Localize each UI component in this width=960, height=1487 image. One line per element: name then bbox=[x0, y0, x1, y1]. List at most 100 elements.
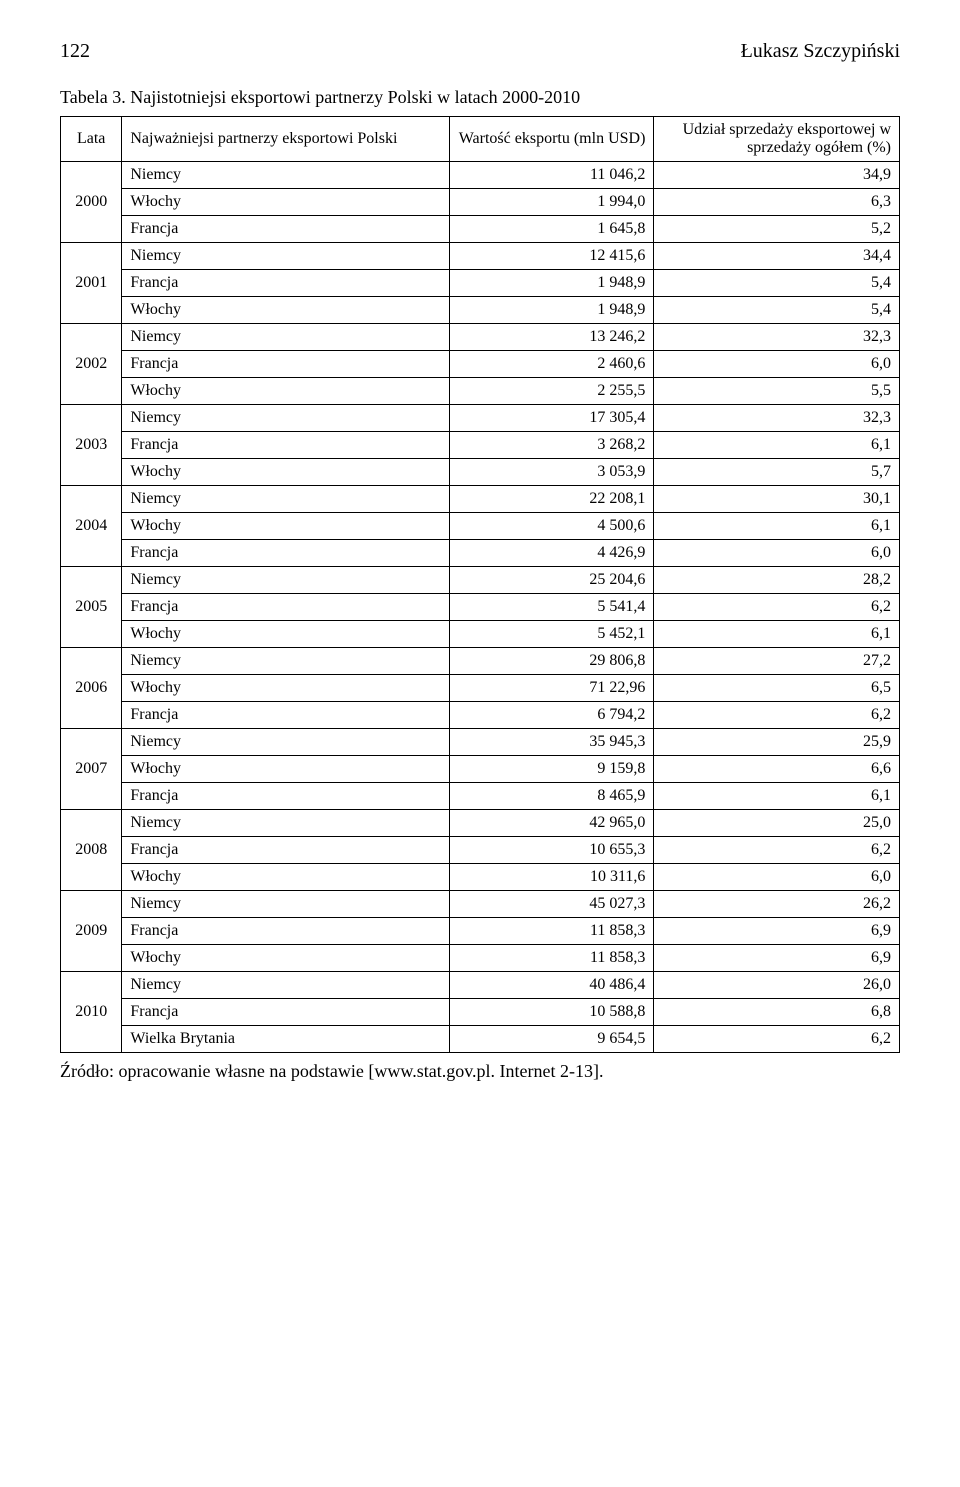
share-cell: 6,0 bbox=[654, 864, 900, 891]
value-cell: 10 311,6 bbox=[449, 864, 654, 891]
share-cell: 27,2 bbox=[654, 648, 900, 675]
value-cell: 1 994,0 bbox=[449, 189, 654, 216]
table-body: 2000Niemcy11 046,234,9Włochy1 994,06,3Fr… bbox=[61, 162, 900, 1053]
year-cell: 2005 bbox=[61, 567, 122, 648]
table-row: Włochy9 159,86,6 bbox=[61, 756, 900, 783]
value-cell: 1 645,8 bbox=[449, 216, 654, 243]
value-cell: 42 965,0 bbox=[449, 810, 654, 837]
value-cell: 3 268,2 bbox=[449, 432, 654, 459]
value-cell: 4 500,6 bbox=[449, 513, 654, 540]
table-row: Wielka Brytania9 654,56,2 bbox=[61, 1026, 900, 1053]
page-header: 122 Łukasz Szczypiński bbox=[60, 40, 900, 63]
share-cell: 6,1 bbox=[654, 513, 900, 540]
partner-cell: Francja bbox=[122, 432, 449, 459]
partner-cell: Niemcy bbox=[122, 486, 449, 513]
page-container: 122 Łukasz Szczypiński Tabela 3. Najisto… bbox=[60, 40, 900, 1082]
value-cell: 45 027,3 bbox=[449, 891, 654, 918]
value-cell: 5 452,1 bbox=[449, 621, 654, 648]
table-row: Włochy4 500,66,1 bbox=[61, 513, 900, 540]
partner-cell: Włochy bbox=[122, 378, 449, 405]
value-cell: 2 255,5 bbox=[449, 378, 654, 405]
table-row: 2004Niemcy22 208,130,1 bbox=[61, 486, 900, 513]
partner-cell: Włochy bbox=[122, 297, 449, 324]
value-cell: 10 588,8 bbox=[449, 999, 654, 1026]
year-cell: 2002 bbox=[61, 324, 122, 405]
share-cell: 5,4 bbox=[654, 297, 900, 324]
table-row: Francja1 645,85,2 bbox=[61, 216, 900, 243]
table-row: Włochy1 948,95,4 bbox=[61, 297, 900, 324]
share-cell: 6,2 bbox=[654, 594, 900, 621]
partner-cell: Niemcy bbox=[122, 243, 449, 270]
year-cell: 2008 bbox=[61, 810, 122, 891]
partner-cell: Włochy bbox=[122, 513, 449, 540]
value-cell: 11 046,2 bbox=[449, 162, 654, 189]
table-row: Francja11 858,36,9 bbox=[61, 918, 900, 945]
partner-cell: Niemcy bbox=[122, 324, 449, 351]
table-row: Włochy5 452,16,1 bbox=[61, 621, 900, 648]
col-partner: Najważniejsi partnerzy eksportowi Polski bbox=[122, 117, 449, 162]
year-cell: 2001 bbox=[61, 243, 122, 324]
share-cell: 6,1 bbox=[654, 432, 900, 459]
share-cell: 28,2 bbox=[654, 567, 900, 594]
table-row: Włochy71 22,966,5 bbox=[61, 675, 900, 702]
partner-cell: Francja bbox=[122, 540, 449, 567]
share-cell: 6,8 bbox=[654, 999, 900, 1026]
table-row: 2010Niemcy40 486,426,0 bbox=[61, 972, 900, 999]
partner-cell: Włochy bbox=[122, 864, 449, 891]
table-row: Włochy3 053,95,7 bbox=[61, 459, 900, 486]
value-cell: 9 159,8 bbox=[449, 756, 654, 783]
partner-cell: Francja bbox=[122, 216, 449, 243]
author-name: Łukasz Szczypiński bbox=[741, 40, 900, 63]
year-cell: 2004 bbox=[61, 486, 122, 567]
share-cell: 6,0 bbox=[654, 540, 900, 567]
export-partners-table: Lata Najważniejsi partnerzy eksportowi P… bbox=[60, 116, 900, 1053]
page-number: 122 bbox=[60, 40, 90, 63]
value-cell: 12 415,6 bbox=[449, 243, 654, 270]
table-row: Francja5 541,46,2 bbox=[61, 594, 900, 621]
value-cell: 13 246,2 bbox=[449, 324, 654, 351]
table-row: 2005Niemcy25 204,628,2 bbox=[61, 567, 900, 594]
value-cell: 25 204,6 bbox=[449, 567, 654, 594]
partner-cell: Francja bbox=[122, 918, 449, 945]
share-cell: 25,9 bbox=[654, 729, 900, 756]
table-row: 2003Niemcy17 305,432,3 bbox=[61, 405, 900, 432]
partner-cell: Włochy bbox=[122, 945, 449, 972]
table-row: Francja8 465,96,1 bbox=[61, 783, 900, 810]
share-cell: 6,0 bbox=[654, 351, 900, 378]
partner-cell: Włochy bbox=[122, 459, 449, 486]
table-row: Francja4 426,96,0 bbox=[61, 540, 900, 567]
share-cell: 6,9 bbox=[654, 945, 900, 972]
partner-cell: Włochy bbox=[122, 756, 449, 783]
value-cell: 35 945,3 bbox=[449, 729, 654, 756]
table-row: 2008Niemcy42 965,025,0 bbox=[61, 810, 900, 837]
table-row: Francja10 655,36,2 bbox=[61, 837, 900, 864]
year-cell: 2003 bbox=[61, 405, 122, 486]
value-cell: 3 053,9 bbox=[449, 459, 654, 486]
value-cell: 1 948,9 bbox=[449, 270, 654, 297]
table-row: 2006Niemcy29 806,827,2 bbox=[61, 648, 900, 675]
share-cell: 6,5 bbox=[654, 675, 900, 702]
partner-cell: Niemcy bbox=[122, 567, 449, 594]
share-cell: 6,1 bbox=[654, 783, 900, 810]
col-share: Udział sprzedaży eksportowej w sprzedaży… bbox=[654, 117, 900, 162]
table-row: Francja1 948,95,4 bbox=[61, 270, 900, 297]
table-row: Francja3 268,26,1 bbox=[61, 432, 900, 459]
table-row: 2002Niemcy13 246,232,3 bbox=[61, 324, 900, 351]
table-row: 2009Niemcy45 027,326,2 bbox=[61, 891, 900, 918]
partner-cell: Francja bbox=[122, 783, 449, 810]
partner-cell: Niemcy bbox=[122, 405, 449, 432]
share-cell: 6,2 bbox=[654, 702, 900, 729]
value-cell: 2 460,6 bbox=[449, 351, 654, 378]
value-cell: 5 541,4 bbox=[449, 594, 654, 621]
table-row: Włochy11 858,36,9 bbox=[61, 945, 900, 972]
share-cell: 5,7 bbox=[654, 459, 900, 486]
table-caption: Tabela 3. Najistotniejsi eksportowi part… bbox=[60, 87, 900, 108]
year-cell: 2009 bbox=[61, 891, 122, 972]
share-cell: 5,2 bbox=[654, 216, 900, 243]
value-cell: 6 794,2 bbox=[449, 702, 654, 729]
share-cell: 34,4 bbox=[654, 243, 900, 270]
partner-cell: Niemcy bbox=[122, 810, 449, 837]
share-cell: 32,3 bbox=[654, 405, 900, 432]
share-cell: 6,2 bbox=[654, 837, 900, 864]
partner-cell: Francja bbox=[122, 999, 449, 1026]
